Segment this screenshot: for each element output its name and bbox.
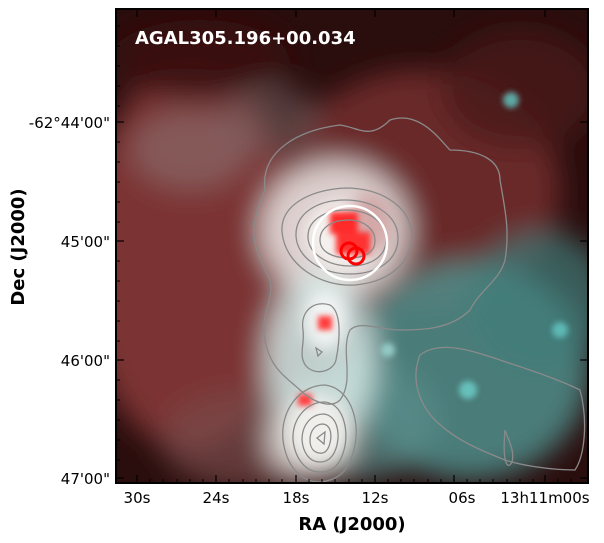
y-ticks xyxy=(116,121,588,479)
x-tick-label: 13h11m00s xyxy=(500,489,589,507)
source-label: AGAL305.196+00.034 xyxy=(135,28,356,49)
y-minor-ticks xyxy=(116,25,120,461)
y-tick-label: -62°44'00" xyxy=(29,114,110,132)
y-tick-label: 47'00" xyxy=(61,470,110,488)
small-red-circle xyxy=(346,246,366,266)
x-tick-label: 18s xyxy=(283,489,310,507)
sky-image xyxy=(116,9,588,483)
large-white-circle xyxy=(311,204,389,282)
y-axis-title: Dec (J2000) xyxy=(8,188,29,305)
source-markers xyxy=(311,204,389,282)
x-tick-label: 24s xyxy=(203,489,230,507)
x-tick-label: 06s xyxy=(449,489,476,507)
x-minor-ticks xyxy=(149,479,572,483)
x-ticks xyxy=(136,9,546,483)
y-tick-label: 46'00" xyxy=(61,352,110,370)
x-tick-label: 30s xyxy=(124,489,151,507)
y-tick-label: 45'00" xyxy=(61,233,110,251)
x-axis-title: RA (J2000) xyxy=(298,514,405,535)
x-tick-label: 12s xyxy=(362,489,389,507)
plot-frame xyxy=(115,8,589,484)
contour-overlay xyxy=(253,117,586,483)
